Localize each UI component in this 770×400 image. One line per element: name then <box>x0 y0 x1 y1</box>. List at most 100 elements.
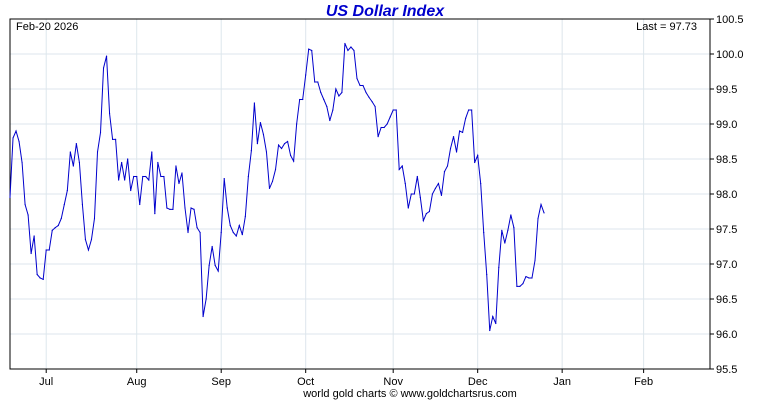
data-point <box>187 231 189 234</box>
data-point <box>317 81 319 83</box>
data-point <box>202 315 204 318</box>
data-point <box>543 212 545 214</box>
data-point <box>51 229 53 231</box>
data-point <box>410 193 412 195</box>
data-point <box>389 116 391 118</box>
data-point <box>308 48 310 50</box>
y-tick-label: 96.5 <box>716 294 737 306</box>
data-point <box>199 231 201 234</box>
data-point <box>395 109 397 111</box>
data-point <box>247 175 249 178</box>
data-point <box>305 74 307 76</box>
data-point <box>244 215 246 217</box>
data-point <box>440 194 443 196</box>
data-point <box>510 214 512 216</box>
data-point <box>522 283 524 285</box>
data-point <box>160 175 162 178</box>
data-point <box>365 91 367 94</box>
data-point <box>169 208 171 210</box>
data-point <box>111 138 114 140</box>
x-tick-label: Nov <box>383 376 403 388</box>
y-tick-label: 100.5 <box>716 14 744 26</box>
data-point <box>474 161 476 164</box>
data-point <box>136 175 138 178</box>
data-point <box>178 182 180 185</box>
data-points <box>9 42 545 332</box>
data-point <box>353 49 355 52</box>
data-point <box>525 276 527 278</box>
data-point <box>217 270 219 272</box>
data-point <box>238 224 240 227</box>
data-point <box>280 147 283 150</box>
x-tick-label: Jan <box>553 376 571 388</box>
x-tick-label: Sep <box>211 376 231 388</box>
data-point <box>492 315 494 318</box>
data-point <box>262 133 265 136</box>
data-point <box>39 277 41 279</box>
data-point <box>130 189 132 192</box>
data-point <box>422 220 424 222</box>
data-point <box>356 77 358 80</box>
data-point <box>229 224 231 227</box>
data-point <box>127 158 129 160</box>
data-point <box>196 227 198 229</box>
data-point <box>507 229 509 231</box>
data-point <box>293 160 295 162</box>
data-point <box>241 234 243 236</box>
data-point <box>461 131 464 133</box>
data-point <box>283 143 286 145</box>
data-point <box>30 252 32 255</box>
data-point <box>392 109 394 111</box>
data-point <box>157 161 159 164</box>
data-point <box>181 172 183 174</box>
data-point <box>211 245 213 248</box>
data-point <box>277 144 280 146</box>
data-point <box>259 122 262 124</box>
data-point <box>175 165 177 167</box>
data-point <box>404 182 406 185</box>
data-point <box>428 210 430 213</box>
x-tick-label: Feb <box>634 376 653 388</box>
data-point <box>443 171 446 173</box>
footer-credit: world gold charts © www.goldchartsrus.co… <box>302 388 517 400</box>
data-point <box>338 95 340 97</box>
data-point <box>268 187 271 189</box>
data-point <box>480 182 482 185</box>
data-point <box>54 227 56 229</box>
data-point <box>416 175 418 178</box>
data-point <box>407 207 409 209</box>
data-point <box>90 238 93 241</box>
data-point <box>208 264 210 266</box>
data-point <box>102 67 105 69</box>
data-point <box>290 154 292 157</box>
data-point <box>401 165 403 167</box>
data-point <box>516 285 518 287</box>
data-point <box>148 179 150 181</box>
y-tick-label: 99.0 <box>716 119 737 131</box>
last-value-label: Last = 97.73 <box>636 21 697 33</box>
data-point <box>232 231 234 234</box>
data-point <box>314 81 316 83</box>
data-point <box>166 207 168 209</box>
data-point <box>78 161 80 164</box>
data-point <box>386 123 388 125</box>
data-point <box>118 179 120 181</box>
data-point <box>434 187 437 189</box>
data-point <box>374 105 376 108</box>
data-point <box>437 182 440 185</box>
data-point <box>48 249 50 251</box>
data-point <box>371 101 373 103</box>
data-point <box>299 98 301 101</box>
data-point <box>163 175 165 178</box>
data-point <box>419 196 421 199</box>
data-point <box>99 131 102 133</box>
data-point <box>383 126 385 129</box>
data-point <box>18 140 20 143</box>
data-point <box>531 277 533 279</box>
data-point <box>235 235 237 237</box>
data-point <box>81 203 84 206</box>
data-point <box>465 117 467 119</box>
data-point <box>220 231 222 234</box>
x-tick-label: Dec <box>468 376 488 388</box>
data-point <box>190 207 192 209</box>
